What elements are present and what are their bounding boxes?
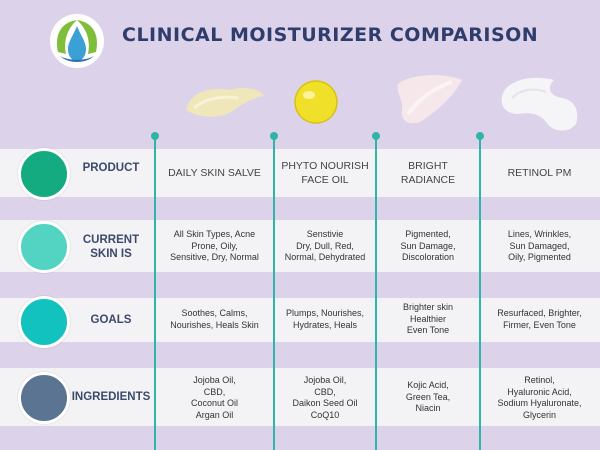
goals-row-band [0,298,600,342]
column-divider-1 [151,132,159,450]
ingredients-cell: Retinol, Hyaluronic Acid, Sodium Hyaluro… [497,375,582,420]
product-name: BRIGHT RADIANCE [400,160,456,186]
product-circle-icon [18,148,70,200]
goals-row-label: GOALS [90,314,132,326]
product-name: DAILY SKIN SALVE [168,167,261,179]
column-divider-2 [270,132,278,450]
ingredients-circle-icon [18,372,70,424]
product-name: RETINOL PM [507,167,572,179]
oil-drop-swatch-icon [294,80,338,124]
column-divider-3 [372,132,380,450]
product-row-label: PRODUCT [82,162,140,174]
ingredients-row-label: INGREDIENTS [71,391,151,403]
ingredients-row-band [0,368,600,426]
product-name: PHYTO NOURISH FACE OIL [281,160,369,186]
ingredients-cell: Kojic Acid, Green Tea, Niacin [405,380,451,413]
water-drop-logo-icon [50,14,104,68]
goals-cell: Resurfaced, Brighter, Firmer, Even Tone [497,308,582,330]
product-row-band [0,149,600,197]
skin-row-band [0,220,600,272]
skin-row-label: CURRENT SKIN IS [82,234,140,260]
page-title: CLINICAL MOISTURIZER COMPARISON [122,24,539,46]
goals-cell: Soothes, Calms, Nourishes, Heals Skin [170,308,259,330]
salve-swatch-icon [186,88,264,117]
skin-cell: All Skin Types, Acne Prone, Oily, Sensit… [170,229,259,262]
skin-circle-icon [18,221,70,273]
column-divider-4 [476,132,484,450]
ingredients-cell: Jojoba Oil, CBD, Coconut Oil Argan Oil [190,375,239,420]
goals-cell: Brighter skin Healthier Even Tone [402,302,454,335]
goals-cell: Plumps, Nourishes, Hydrates, Heals [285,308,365,330]
retinol-swatch-icon [501,77,578,131]
goals-circle-icon [18,296,70,348]
skin-cell: Lines, Wrinkles, Sun Damaged, Oily, Pigm… [507,229,572,262]
skin-cell: Senstivie Dry, Dull, Red, Normal, Dehydr… [284,229,366,262]
ingredients-cell: Jojoba Oil, CBD, Daikon Seed Oil CoQ10 [292,375,358,420]
skin-cell: Pigmented, Sun Damage, Discoloration [400,229,456,262]
radiance-swatch-icon [397,75,462,124]
